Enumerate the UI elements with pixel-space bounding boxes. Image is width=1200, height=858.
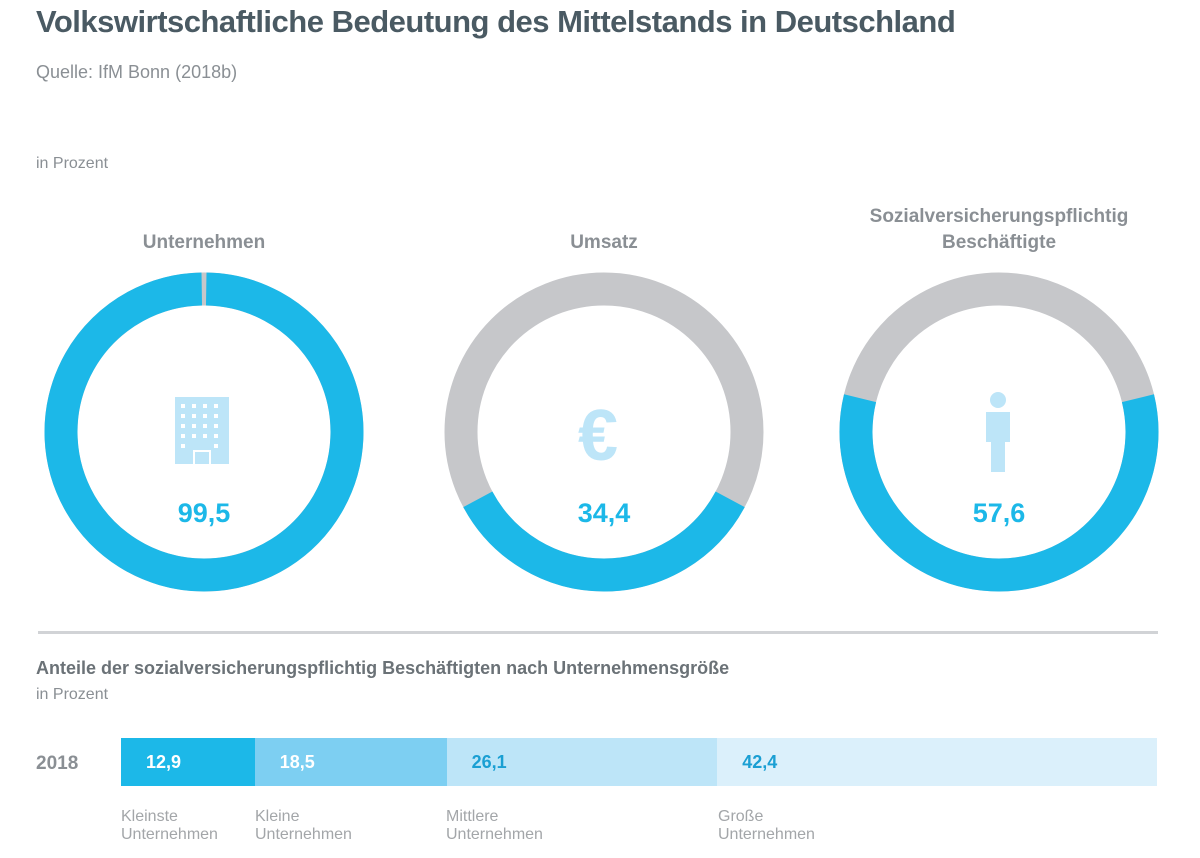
bar-segment: 12,9 (121, 738, 255, 786)
window (203, 434, 207, 438)
legend-kleinste: Kleinste Unternehmen (121, 808, 218, 844)
donut-value-slice (839, 394, 1159, 592)
legend-label: Kleine (255, 808, 300, 825)
divider (38, 631, 1158, 634)
window (214, 414, 218, 418)
donut-value-slice (463, 491, 745, 592)
donut-title-beschaeftigte: Sozialversicherungspflichtig Beschäftigt… (869, 206, 1129, 253)
legend-mittlere: Mittlere Unternehmen (446, 808, 543, 844)
legend-kleine: Kleine Unternehmen (255, 808, 352, 844)
legend-label: Kleinste (121, 808, 178, 825)
window (181, 444, 185, 448)
window (214, 424, 218, 428)
window (203, 414, 207, 418)
unit-label: in Prozent (36, 155, 109, 172)
donut-value-slice (44, 272, 364, 592)
legend-label: Große (718, 808, 764, 825)
euro-icon: € (578, 396, 618, 476)
bar-unit-label: in Prozent (36, 686, 109, 703)
donut-value-unternehmen: 99,5 (177, 498, 231, 528)
window (192, 434, 196, 438)
window (214, 404, 218, 408)
person-icon (986, 392, 1010, 472)
window (192, 404, 196, 408)
stacked-bar: 12,9 18,5 26,1 42,4 (121, 738, 1157, 786)
legend-label: Unternehmen (255, 826, 352, 843)
building-icon (175, 397, 229, 464)
page-title: Volkswirtschaftliche Bedeutung des Mitte… (36, 4, 956, 39)
legend-grosse: Große Unternehmen (718, 808, 815, 844)
bar-data-label: 12,9 (146, 752, 182, 772)
bar-segment: 18,5 (254, 738, 447, 786)
window (181, 404, 185, 408)
bar-data-label: 18,5 (279, 752, 315, 772)
source: Quelle: IfM Bonn (2018b) (36, 62, 238, 82)
bar-category-label: 2018 (36, 753, 79, 774)
window (181, 414, 185, 418)
legend-label: Unternehmen (446, 826, 543, 843)
bar-segment: 26,1 (446, 738, 718, 786)
window (192, 414, 196, 418)
window (214, 434, 218, 438)
legend-label: Mittlere (446, 808, 499, 825)
donut-value-beschaeftigte: 57,6 (972, 498, 1026, 528)
window (181, 424, 185, 428)
donut-value-umsatz: 34,4 (577, 498, 631, 528)
donut-charts: € (44, 272, 1159, 592)
donut-title-umsatz: Umsatz (570, 232, 638, 253)
bar-chart-title: Anteile der sozialversicherungspflichtig… (36, 658, 730, 678)
window (214, 444, 218, 448)
window (181, 434, 185, 438)
window (192, 424, 196, 428)
legend-label: Unternehmen (718, 826, 815, 843)
bar-segment: 42,4 (717, 738, 1157, 786)
legend-label: Unternehmen (121, 826, 218, 843)
window (203, 404, 207, 408)
donut-title-unternehmen: Unternehmen (142, 232, 266, 253)
bar-data-label: 42,4 (742, 752, 778, 772)
bar-data-label: 26,1 (471, 752, 507, 772)
window (203, 424, 207, 428)
